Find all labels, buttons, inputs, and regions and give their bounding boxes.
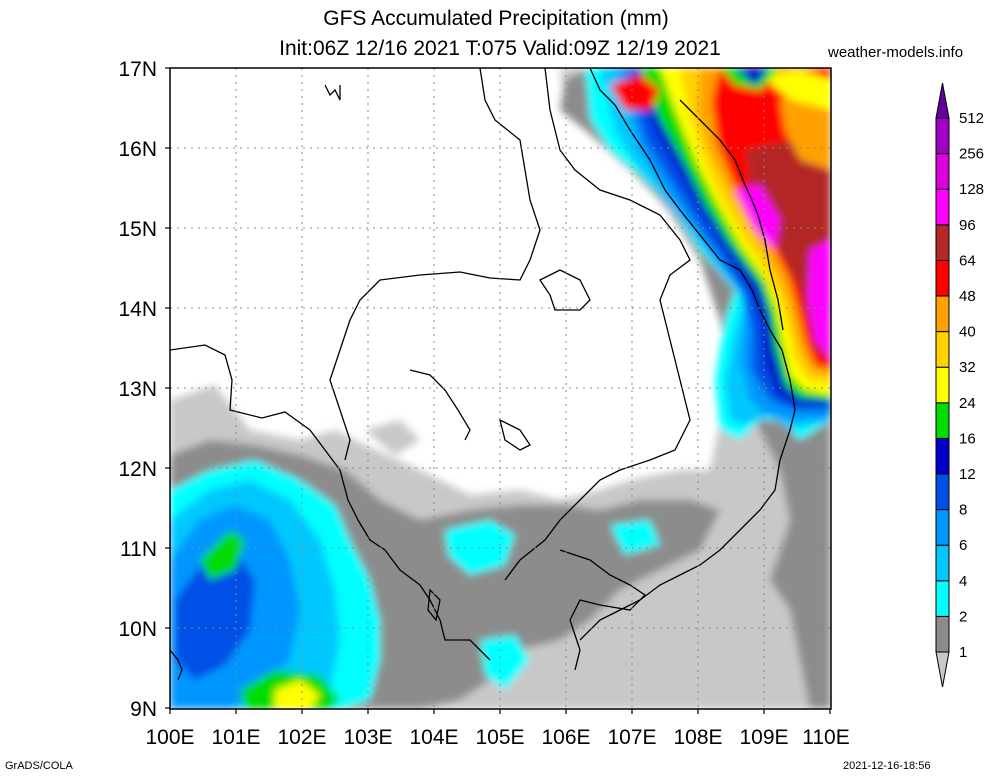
colorbar-label: 24 xyxy=(959,395,976,412)
colorbar-label: 128 xyxy=(959,181,984,198)
colorbar-segment xyxy=(935,544,950,582)
colorbar-segment xyxy=(935,366,950,404)
lon-label: 107E xyxy=(607,726,656,749)
border-thailand-laos xyxy=(324,84,341,101)
colorbar-segment xyxy=(935,651,950,688)
lon-label: 104E xyxy=(409,726,458,749)
colorbar-segment xyxy=(935,580,950,617)
colorbar-label: 256 xyxy=(959,146,984,163)
colorbar-label: 512 xyxy=(959,110,984,127)
lon-label: 101E xyxy=(211,726,260,749)
lon-labels: 100E 101E 102E 103E 104E 105E 106E 107E … xyxy=(145,726,849,749)
lon-label: 102E xyxy=(277,726,326,749)
colorbar-segment xyxy=(935,437,950,475)
coastline-malay xyxy=(170,649,183,681)
colorbar-label: 48 xyxy=(959,288,976,305)
lat-label: 17N xyxy=(118,58,157,81)
footer-right: 2021-12-16-18:56 xyxy=(843,760,931,772)
lon-label: 103E xyxy=(343,726,392,749)
footer-left: GrADS/COLA xyxy=(5,760,73,772)
lat-label: 16N xyxy=(118,138,157,161)
precip-shading xyxy=(170,68,831,709)
site-label: weather-models.info xyxy=(828,44,964,61)
colorbar-segment xyxy=(935,224,950,261)
colorbar-label: 12 xyxy=(959,466,976,483)
colorbar-segment xyxy=(935,509,950,546)
coastline-gulf xyxy=(170,344,491,661)
island-phuquoc xyxy=(427,588,441,622)
tonle-sap xyxy=(499,418,531,451)
lat-label: 15N xyxy=(118,218,157,241)
colorbar-segment xyxy=(935,473,950,511)
colorbar-segment xyxy=(935,117,950,155)
border-laos xyxy=(329,68,541,461)
border-laos-cambodia xyxy=(539,269,591,311)
colorbar-segment xyxy=(935,402,950,439)
colorbar-segment xyxy=(935,295,950,333)
colorbar-label: 40 xyxy=(959,324,976,341)
colorbar-segment xyxy=(935,259,950,297)
lon-label: 100E xyxy=(145,726,194,749)
lon-label: 109E xyxy=(739,726,788,749)
border-cambodia-vietnam xyxy=(504,68,691,581)
lat-label: 11N xyxy=(120,538,157,561)
lat-label: 13N xyxy=(118,378,157,401)
colorbar-segment xyxy=(935,153,950,190)
colorbar-label: 96 xyxy=(959,217,976,234)
colorbar-segment xyxy=(935,615,950,653)
colorbar-segment xyxy=(935,82,950,119)
colorbar-segment xyxy=(935,331,950,368)
coastline-east-2 xyxy=(679,99,784,331)
lon-label: 108E xyxy=(673,726,722,749)
colorbar-label: 8 xyxy=(959,502,967,519)
lat-label: 10N xyxy=(118,618,157,641)
map-subtitle: Init:06Z 12/16 2021 T:075 Valid:09Z 12/1… xyxy=(279,37,721,60)
coastlines xyxy=(170,68,796,681)
mekong-delta xyxy=(559,549,647,671)
lat-label: 12N xyxy=(118,458,157,481)
lon-label: 105E xyxy=(475,726,524,749)
coastline-vietnam-east xyxy=(579,68,796,641)
lat-labels: 9N 10N 11N 12N 13N 14N 15N 16N 17N xyxy=(118,58,157,721)
colorbar-label: 64 xyxy=(959,252,976,269)
colorbar-label: 4 xyxy=(959,573,967,590)
colorbar-label: 32 xyxy=(959,359,976,376)
lon-label: 110E xyxy=(802,726,850,749)
colorbar-segment xyxy=(935,188,950,226)
map-title: GFS Accumulated Precipitation (mm) xyxy=(323,7,669,30)
lat-label: 9N xyxy=(130,698,157,721)
border-cambodia-north xyxy=(409,369,471,441)
lon-label: 106E xyxy=(541,726,590,749)
colorbar-label: 2 xyxy=(959,608,967,625)
colorbar-label: 6 xyxy=(959,537,967,554)
colorbar-label: 16 xyxy=(959,430,976,447)
lat-label: 14N xyxy=(118,298,157,321)
grid-lines xyxy=(170,68,831,709)
axis-ticks xyxy=(165,67,831,714)
colorbar-label: 1 xyxy=(959,644,967,661)
